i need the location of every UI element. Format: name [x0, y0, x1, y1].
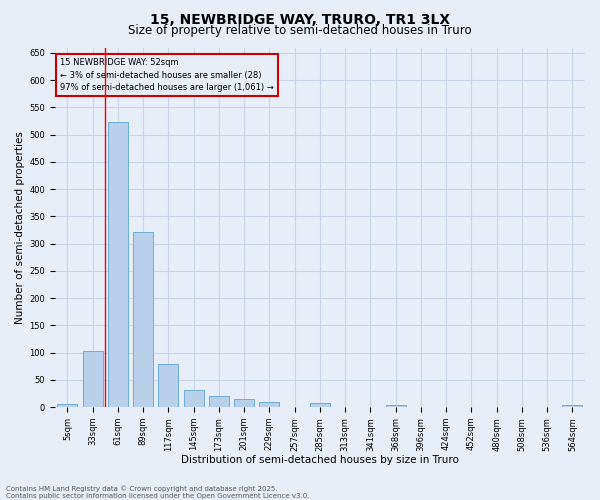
Bar [184, 390, 204, 407]
Y-axis label: Number of semi-detached properties: Number of semi-detached properties [15, 131, 25, 324]
X-axis label: Distribution of semi-detached houses by size in Truro: Distribution of semi-detached houses by … [181, 455, 459, 465]
Bar [386, 405, 406, 407]
Text: Contains HM Land Registry data © Crown copyright and database right 2025.
Contai: Contains HM Land Registry data © Crown c… [6, 486, 310, 499]
Bar [310, 403, 330, 407]
Text: 15, NEWBRIDGE WAY, TRURO, TR1 3LX: 15, NEWBRIDGE WAY, TRURO, TR1 3LX [150, 12, 450, 26]
Bar [209, 396, 229, 407]
Bar [133, 232, 153, 407]
Text: Size of property relative to semi-detached houses in Truro: Size of property relative to semi-detach… [128, 24, 472, 37]
Bar [234, 400, 254, 407]
Bar [83, 351, 103, 407]
Bar [158, 364, 178, 407]
Bar [57, 404, 77, 407]
Text: 15 NEWBRIDGE WAY: 52sqm
← 3% of semi-detached houses are smaller (28)
97% of sem: 15 NEWBRIDGE WAY: 52sqm ← 3% of semi-det… [60, 58, 274, 92]
Bar [562, 405, 583, 407]
Bar [259, 402, 280, 407]
Bar [108, 122, 128, 407]
